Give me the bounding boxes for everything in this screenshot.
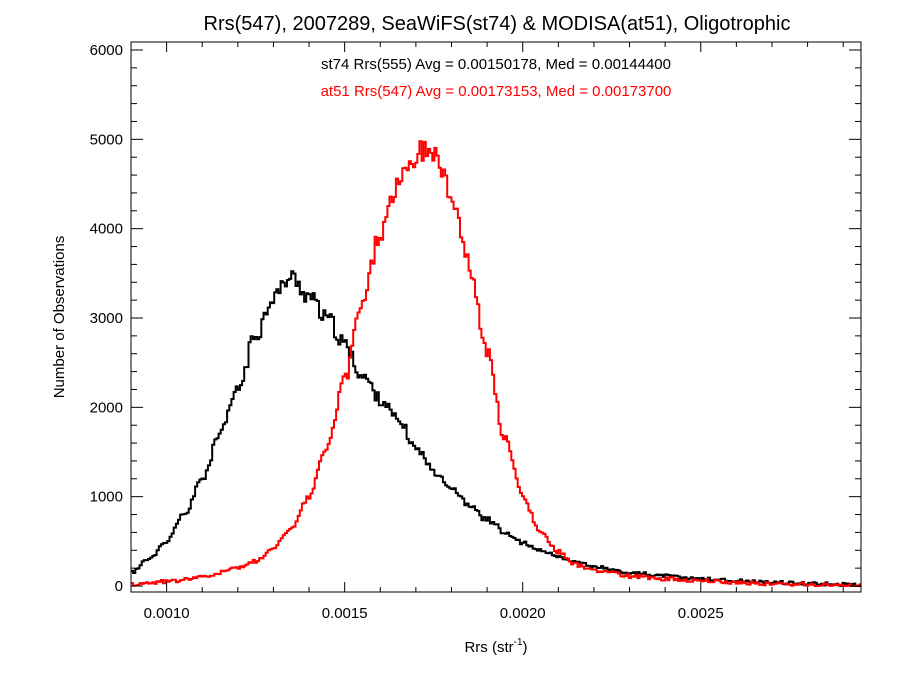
y-tick-label: 1000 [90, 489, 123, 506]
x-axis-label-end: ) [523, 639, 528, 656]
series-line-st74 [131, 270, 861, 587]
y-tick-label: 3000 [90, 310, 123, 327]
chart-title: Rrs(547), 2007289, SeaWiFS(st74) & MODIS… [204, 13, 791, 35]
x-axis-label-sup: -1 [514, 637, 523, 648]
y-axis-label: Number of Observations [51, 236, 68, 399]
annotation-st74: st74 Rrs(555) Avg = 0.00150178, Med = 0.… [321, 56, 671, 73]
y-tick-label: 4000 [90, 221, 123, 238]
plot-frame [130, 41, 862, 593]
x-tick-label: 0.0025 [678, 605, 724, 622]
x-axis: 0.0010 0.0015 0.0020 0.0025 [130, 42, 844, 622]
y-tick-label: 2000 [90, 399, 123, 416]
x-axis-label: Rrs (str-1) [464, 637, 527, 656]
y-tick-label: 5000 [90, 131, 123, 148]
y-tick-label: 0 [115, 578, 123, 595]
annotation-at51: at51 Rrs(547) Avg = 0.00173153, Med = 0.… [321, 83, 672, 100]
x-tick-label: 0.0020 [500, 605, 546, 622]
x-tick-label: 0.0015 [322, 605, 368, 622]
x-axis-label-main: Rrs (str [464, 639, 513, 656]
series-layer [131, 140, 861, 587]
x-tick-label: 0.0010 [144, 605, 190, 622]
series-line-at51 [131, 140, 861, 587]
y-axis: 0 1000 2000 3000 4000 5000 6000 [90, 42, 861, 595]
y-tick-label: 6000 [90, 42, 123, 59]
